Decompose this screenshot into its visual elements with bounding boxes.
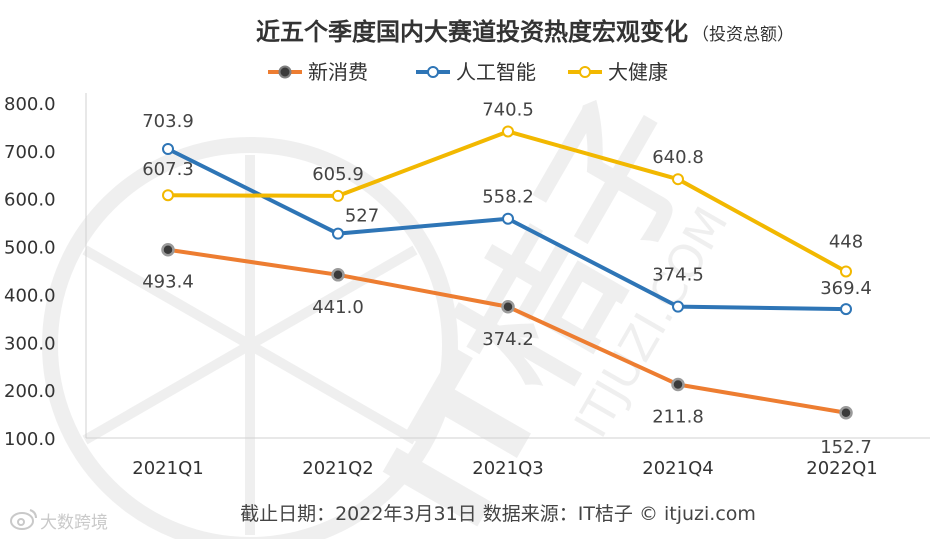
- data-point: [672, 173, 684, 186]
- x-tick-label: 2021Q4: [642, 458, 713, 479]
- corner-watermark-text: 大数跨境: [40, 513, 108, 533]
- series-1: 493.4 441.0 374.2 211.8 152.7: [142, 242, 872, 458]
- weibo-icon: [10, 509, 37, 530]
- data-label: 448: [829, 231, 863, 252]
- data-point: [162, 142, 174, 155]
- data-point: [502, 212, 514, 225]
- y-tick-label: 500.0: [4, 238, 56, 259]
- data-label: 640.8: [652, 147, 704, 168]
- data-label: 369.4: [820, 278, 872, 299]
- data-point: [840, 303, 852, 316]
- series-3: 607.3 605.9 740.5 640.8 448: [142, 99, 863, 278]
- data-point: [332, 227, 344, 240]
- x-tick-label: 2022Q1: [806, 458, 877, 479]
- data-label: 703.9: [142, 111, 194, 132]
- y-tick-label: 400.0: [4, 285, 56, 306]
- data-label: 558.2: [482, 187, 534, 208]
- legend: 新消费 人工智能 大健康: [268, 60, 668, 84]
- data-label: 527: [345, 206, 379, 227]
- chart-title: 近五个季度国内大赛道投资热度宏观变化: [256, 18, 688, 46]
- data-point: [672, 300, 684, 313]
- data-point: [840, 265, 852, 278]
- x-tick-label: 2021Q3: [472, 458, 543, 479]
- legend-item: 人工智能: [416, 60, 536, 84]
- y-tick-label: 200.0: [4, 381, 56, 402]
- corner-watermark: 大数跨境: [10, 509, 108, 533]
- y-tick-label: 300.0: [4, 333, 56, 354]
- data-point: [331, 268, 345, 282]
- data-label: 740.5: [482, 99, 534, 120]
- data-label: 493.4: [142, 272, 194, 293]
- legend-label: 新消费: [308, 60, 368, 84]
- y-tick-label: 800.0: [4, 94, 56, 115]
- y-tick-label: 700.0: [4, 142, 56, 163]
- legend-swatch-marker: [278, 65, 292, 79]
- chart-subtitle: （投资总额）: [692, 25, 794, 45]
- y-tick-label: 600.0: [4, 190, 56, 211]
- legend-swatch-marker: [427, 66, 439, 78]
- data-label: 211.8: [652, 406, 704, 427]
- series-2: 703.9 527 558.2 374.5 369.4: [142, 111, 872, 316]
- data-label: 152.7: [820, 437, 872, 458]
- legend-item: 新消费: [268, 60, 368, 84]
- data-label: 607.3: [142, 159, 194, 180]
- data-point: [332, 189, 344, 202]
- series-layer: 493.4 441.0 374.2 211.8 152.7 703.9 527 558.2 37…: [142, 99, 872, 457]
- data-label: 605.9: [312, 164, 364, 185]
- data-label: 374.2: [482, 329, 534, 350]
- data-point: [671, 377, 685, 392]
- legend-item: 大健康: [568, 60, 668, 84]
- y-tick-label: 100.0: [4, 429, 56, 450]
- data-label: 441.0: [312, 297, 364, 318]
- legend-label: 大健康: [608, 60, 668, 84]
- legend-label: 人工智能: [456, 60, 536, 84]
- x-tick-label: 2021Q1: [132, 458, 203, 479]
- data-point: [161, 242, 175, 257]
- footer-text: 截止日期：2022年3月31日 数据来源：IT桔子 © itjuzi.com: [240, 503, 756, 525]
- data-point: [839, 406, 853, 420]
- legend-swatch-marker: [579, 66, 591, 78]
- data-point: [162, 189, 174, 202]
- data-point: [501, 300, 515, 314]
- data-label: 374.5: [652, 265, 704, 286]
- x-tick-label: 2021Q2: [302, 458, 373, 479]
- data-point: [502, 125, 514, 138]
- axes: 800.0 700.0 600.0 500.0 400.0 300.0 200.0 100.0…: [4, 93, 930, 479]
